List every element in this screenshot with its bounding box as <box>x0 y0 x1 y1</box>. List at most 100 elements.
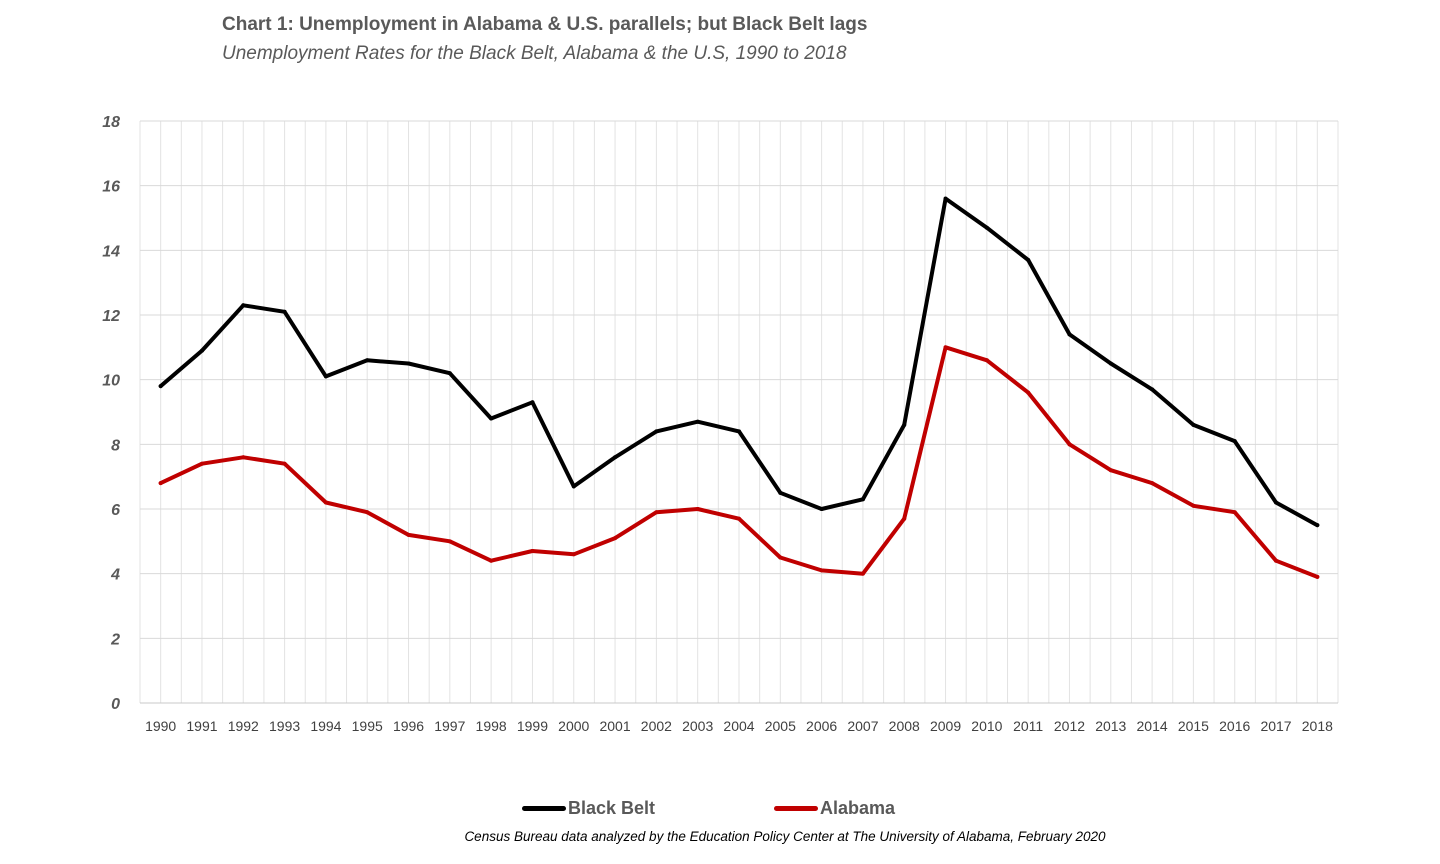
source-note: Census Bureau data analyzed by the Educa… <box>464 829 1106 844</box>
x-tick-label: 2013 <box>1095 718 1126 734</box>
chart-subtitle: Unemployment Rates for the Black Belt, A… <box>222 43 847 64</box>
legend-swatch-black-belt <box>522 806 566 811</box>
data-point-black-belt <box>1232 439 1237 444</box>
data-point-black-belt <box>860 497 865 502</box>
data-point-black-belt <box>282 309 287 314</box>
data-point-black-belt <box>323 374 328 379</box>
data-point-black-belt <box>1315 523 1320 528</box>
legend-item-alabama: Alabama <box>774 798 895 819</box>
data-point-alabama <box>1191 503 1196 508</box>
y-tick-label: 18 <box>102 114 120 131</box>
x-tick-label: 2014 <box>1137 718 1168 734</box>
data-point-black-belt <box>489 416 494 421</box>
data-point-black-belt <box>819 507 824 511</box>
data-point-alabama <box>323 500 328 505</box>
legend-label-black-belt: Black Belt <box>568 798 656 818</box>
y-tick-label: 14 <box>102 243 120 260</box>
data-point-alabama <box>943 345 948 350</box>
data-point-black-belt <box>365 358 370 363</box>
x-tick-label: 1995 <box>352 718 383 734</box>
data-point-alabama <box>365 510 370 515</box>
x-tick-label: 2001 <box>599 718 630 734</box>
x-tick-label: 2009 <box>930 718 961 734</box>
x-tick-label: 1999 <box>517 718 548 734</box>
data-point-black-belt <box>571 484 576 489</box>
x-tick-label: 1993 <box>269 718 300 734</box>
y-tick-label: 4 <box>110 567 120 584</box>
data-point-alabama <box>406 532 411 537</box>
data-point-alabama <box>902 516 907 521</box>
data-point-black-belt <box>778 490 783 495</box>
chart-title: Chart 1: Unemployment in Alabama & U.S. … <box>222 14 868 35</box>
x-tick-label: 2000 <box>558 718 589 734</box>
data-point-alabama <box>860 571 865 576</box>
y-tick-label: 12 <box>102 308 120 325</box>
data-point-alabama <box>571 552 576 557</box>
x-tick-label: 2016 <box>1219 718 1250 734</box>
data-point-black-belt <box>406 361 411 366</box>
data-point-black-belt <box>737 429 741 434</box>
data-point-alabama <box>1026 390 1031 395</box>
x-tick-label: 2008 <box>889 718 920 734</box>
data-point-alabama <box>654 510 659 515</box>
y-tick-label: 10 <box>102 373 120 390</box>
data-point-alabama <box>1108 468 1113 473</box>
x-tick-label: 1991 <box>186 718 217 734</box>
x-tick-label: 2007 <box>847 718 878 734</box>
y-tick-label: 16 <box>102 179 120 196</box>
data-point-alabama <box>1232 510 1237 515</box>
data-point-black-belt <box>695 419 700 424</box>
data-point-black-belt <box>984 225 989 230</box>
x-tick-label: 2010 <box>971 718 1002 734</box>
legend-swatch-alabama <box>774 806 818 811</box>
data-point-alabama <box>984 358 989 363</box>
y-tick-label: 6 <box>111 502 120 519</box>
data-point-alabama <box>530 549 535 554</box>
data-point-alabama <box>819 568 824 573</box>
x-tick-label: 2015 <box>1178 718 1209 734</box>
data-point-black-belt <box>1026 258 1031 263</box>
data-point-black-belt <box>241 303 246 308</box>
x-tick-label: 2012 <box>1054 718 1085 734</box>
data-point-alabama <box>199 461 204 466</box>
data-point-black-belt <box>530 400 535 405</box>
x-tick-label: 2006 <box>806 718 837 734</box>
data-point-alabama <box>489 558 494 563</box>
data-point-alabama <box>695 507 700 511</box>
x-tick-label: 2005 <box>765 718 796 734</box>
x-tick-label: 1996 <box>393 718 424 734</box>
data-point-black-belt <box>447 371 452 376</box>
data-point-black-belt <box>654 429 659 434</box>
data-point-alabama <box>1150 481 1155 486</box>
data-point-black-belt <box>902 422 907 427</box>
data-point-alabama <box>447 539 452 544</box>
data-point-alabama <box>613 536 618 541</box>
data-point-black-belt <box>1191 422 1196 427</box>
x-tick-label: 2018 <box>1302 718 1333 734</box>
data-point-black-belt <box>158 384 163 389</box>
data-point-black-belt <box>1150 387 1155 392</box>
data-point-alabama <box>778 555 783 560</box>
x-tick-label: 2011 <box>1013 718 1043 734</box>
data-point-black-belt <box>1274 500 1279 505</box>
legend-label-alabama: Alabama <box>820 798 896 818</box>
y-tick-label: 8 <box>111 437 120 454</box>
data-point-alabama <box>737 516 741 521</box>
data-point-black-belt <box>1108 361 1113 366</box>
data-point-black-belt <box>1067 332 1072 337</box>
data-point-alabama <box>282 461 287 466</box>
x-tick-label: 2017 <box>1260 718 1291 734</box>
data-point-alabama <box>1274 558 1279 563</box>
x-tick-label: 2002 <box>641 718 672 734</box>
data-point-alabama <box>1315 574 1320 579</box>
y-tick-label: 2 <box>110 631 120 648</box>
x-tick-label: 2004 <box>723 718 754 734</box>
x-tick-label: 1994 <box>310 718 341 734</box>
x-tick-label: 1998 <box>476 718 507 734</box>
data-point-alabama <box>241 455 246 460</box>
data-point-black-belt <box>613 455 618 460</box>
data-point-alabama <box>158 481 163 486</box>
legend-item-black-belt: Black Belt <box>522 798 655 819</box>
data-point-black-belt <box>199 348 204 353</box>
